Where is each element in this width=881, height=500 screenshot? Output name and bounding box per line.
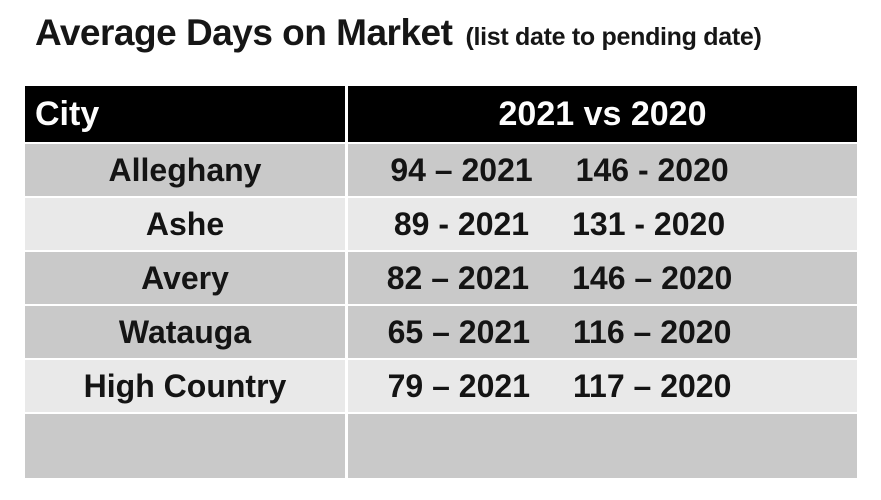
page-title: Average Days on Market (list date to pen… <box>35 12 871 54</box>
value-2020: 117 – 2020 <box>572 367 732 404</box>
column-header-comparison: 2021 vs 2020 <box>348 86 857 142</box>
value-2020: 146 – 2020 <box>572 259 733 296</box>
values-cell: 94 – 2021 146 - 2020 <box>348 144 857 196</box>
value-2020: 146 - 2020 <box>575 151 729 188</box>
city-cell: Avery <box>25 252 345 304</box>
city-cell: High Country <box>25 360 345 412</box>
days-on-market-table: City 2021 vs 2020 Alleghany 94 – 2021 14… <box>25 86 857 478</box>
table-row: Alleghany 94 – 2021 146 - 2020 <box>25 144 857 196</box>
values-cell: 89 - 2021 131 - 2020 <box>348 198 857 250</box>
city-cell <box>25 414 345 478</box>
value-2020: 131 - 2020 <box>572 205 726 242</box>
city-cell: Watauga <box>25 306 345 358</box>
values-cell: 79 – 2021 117 – 2020 <box>348 360 857 412</box>
table-row-empty <box>25 414 857 478</box>
title-subtext: (list date to pending date) <box>465 23 762 51</box>
value-2021: 94 – 2021 <box>390 151 533 188</box>
table-row: High Country 79 – 2021 117 – 2020 <box>25 360 857 412</box>
table-row: Ashe 89 - 2021 131 - 2020 <box>25 198 857 250</box>
city-cell: Ashe <box>25 198 345 250</box>
table-header-row: City 2021 vs 2020 <box>25 86 857 142</box>
value-2021: 89 - 2021 <box>393 205 530 242</box>
values-cell: 65 – 2021 116 – 2020 <box>348 306 857 358</box>
title-text: Average Days on Market <box>35 12 453 53</box>
table-row: Watauga 65 – 2021 116 – 2020 <box>25 306 857 358</box>
value-2021: 65 – 2021 <box>387 313 530 350</box>
value-2021: 79 – 2021 <box>387 367 530 404</box>
value-2021: 82 – 2021 <box>386 259 530 296</box>
values-cell: 82 – 2021 146 – 2020 <box>348 252 857 304</box>
values-cell <box>348 414 857 478</box>
column-header-city: City <box>25 86 345 142</box>
city-cell: Alleghany <box>25 144 345 196</box>
value-2020: 116 – 2020 <box>572 313 732 350</box>
table-row: Avery 82 – 2021 146 – 2020 <box>25 252 857 304</box>
